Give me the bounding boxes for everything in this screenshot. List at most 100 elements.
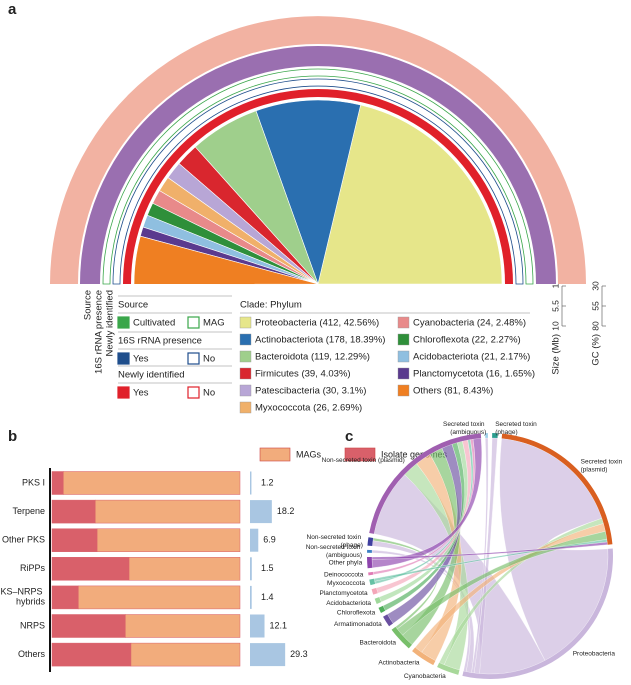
legend-swatch — [259, 447, 291, 462]
source-ring — [102, 68, 534, 285]
node-label: Armatimonadota — [334, 621, 382, 628]
chord-ribbon — [439, 518, 604, 665]
category-label: RiPPs — [20, 563, 46, 573]
chord-arc — [374, 596, 382, 604]
side-value: 1.4 — [261, 592, 274, 602]
legend-text: Yes — [133, 354, 149, 365]
legend-text: Cyanobacteria (24, 2.48%) — [413, 318, 526, 329]
scale-label: GC (%) — [591, 334, 602, 366]
tick-label: 55 — [590, 301, 600, 311]
side-value: 1.5 — [261, 563, 274, 573]
panel-label: b — [8, 428, 17, 445]
chord-ribbon — [371, 541, 608, 560]
side-bar — [250, 471, 252, 495]
legend-text: Yes — [133, 388, 149, 399]
panel-label: a — [8, 1, 17, 18]
bar-segment — [78, 585, 241, 610]
bar-segment — [51, 585, 79, 610]
legend-text: Actinobacteriota (178, 18.39%) — [255, 335, 385, 346]
chord-arc — [367, 556, 373, 569]
category-label: Others — [18, 649, 46, 659]
legend-text: Others (81, 8.43%) — [413, 386, 493, 397]
legend-swatch — [397, 384, 410, 397]
chord-arc — [391, 626, 413, 649]
chord-arc — [437, 662, 460, 675]
side-value: 1.2 — [261, 477, 274, 487]
node-label: Secreted toxin (phage) — [495, 421, 538, 436]
legend-swatch — [187, 352, 200, 365]
chord-ribbon — [471, 437, 489, 674]
chord-ribbon — [376, 439, 472, 594]
legend-swatch — [117, 316, 130, 329]
ring-label: Newly identified — [105, 290, 116, 357]
side-value: 12.1 — [270, 620, 288, 630]
node-label: Secreted toxin (ambiguous) — [443, 421, 486, 436]
chord-ribbon — [415, 523, 606, 653]
legend-swatch — [239, 384, 252, 397]
legend-text: No — [203, 354, 215, 365]
node-label: Cyanobacteria — [404, 673, 446, 680]
legend-swatch — [239, 350, 252, 363]
bar-segment — [130, 642, 241, 667]
node-label: Actinobacteria — [378, 660, 420, 667]
bar-segment — [96, 528, 241, 552]
bar-segment — [51, 499, 96, 524]
legend-text: Proteobacteria (412, 42.56%) — [255, 318, 379, 329]
chord-ribbon — [397, 531, 607, 636]
node-label: Other phyla — [329, 560, 363, 567]
legend-text: Isolate genomes — [381, 449, 448, 459]
legend-text: Patescibacteria (30, 3.1%) — [255, 386, 366, 397]
category-label: Terpene — [12, 506, 45, 516]
legend-swatch — [239, 333, 252, 346]
side-bar — [250, 614, 265, 638]
node-label: Secreted toxin (plasmid) — [581, 458, 624, 473]
ring-label: Source — [83, 290, 94, 320]
chord-arc — [367, 537, 374, 547]
rrna-ring — [112, 78, 524, 285]
node-label: Bacteroidota — [360, 640, 397, 647]
bar-segment — [125, 614, 241, 638]
chord-arc — [378, 605, 386, 613]
legend-swatch — [117, 386, 130, 399]
chord-arc — [367, 549, 373, 553]
legend-text: MAG — [203, 318, 225, 329]
legend-swatch — [117, 352, 130, 365]
legend-swatch — [397, 316, 410, 329]
tick-label: 10 — [550, 321, 560, 331]
legend-title: Clade: Phylum — [240, 300, 302, 311]
legend-swatch — [344, 447, 376, 462]
node-label: Myxococcota — [327, 580, 365, 587]
node-label: Acidobacteriota — [326, 600, 371, 607]
chord-ribbon — [374, 539, 608, 582]
node-label: Chloroflexota — [337, 609, 376, 616]
chord-ribbon — [379, 441, 469, 603]
legend-text: Bacteroidota (119, 12.29%) — [255, 352, 370, 363]
legend-title: Newly identified — [118, 370, 185, 381]
ring-label: 16S rRNA presence — [94, 290, 105, 374]
bar-segment — [51, 557, 130, 581]
legend-swatch — [397, 367, 410, 380]
legend-swatch — [187, 316, 200, 329]
legend-text: Planctomycetota (16, 1.65%) — [413, 369, 535, 380]
legend-title: Source — [118, 300, 148, 311]
category-label: PKS I — [22, 477, 45, 487]
bar-segment — [94, 499, 241, 524]
side-value: 18.2 — [277, 506, 295, 516]
bar-segment — [63, 471, 241, 495]
legend-text: Firmicutes (39, 4.03%) — [255, 369, 351, 380]
node-label: Non-secreted toxin (plasmid) — [322, 457, 405, 464]
tick-label: 80 — [590, 321, 600, 331]
tick-label: 5.5 — [550, 300, 560, 312]
legend-swatch — [187, 386, 200, 399]
bar-segment — [51, 614, 126, 638]
side-bar — [250, 643, 286, 667]
bar-segment — [51, 528, 98, 552]
panel-label: c — [345, 428, 353, 445]
legend-text: Cultivated — [133, 318, 175, 329]
legend-text: Myxococcota (26, 2.69%) — [255, 403, 362, 414]
node-label: Deinococcota — [324, 571, 364, 578]
side-bar — [250, 500, 272, 524]
chord-ribbon — [372, 439, 476, 575]
chord-arc — [369, 578, 376, 586]
